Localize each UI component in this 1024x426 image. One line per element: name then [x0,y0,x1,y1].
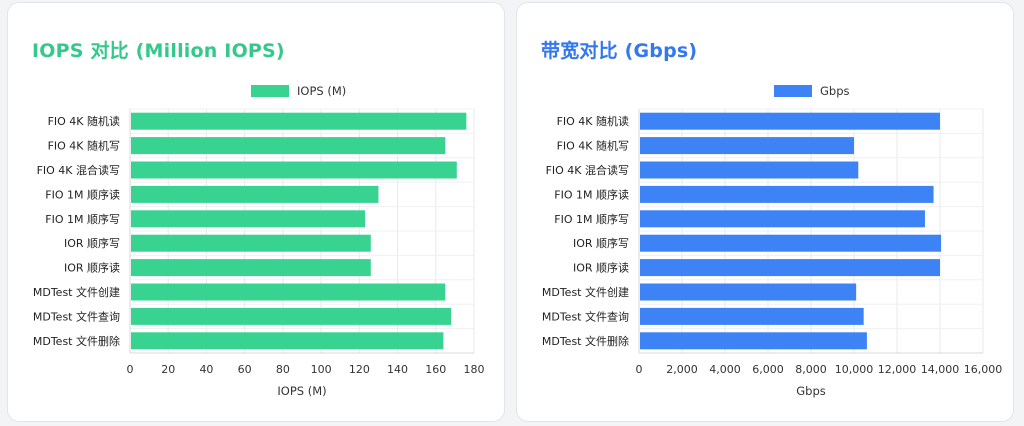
bandwidth-legend: Gbps [774,84,850,98]
bandwidth-category-label: FIO 4K 随机写 [557,139,629,153]
bandwidth-category-label: MDTest 文件删除 [542,334,629,348]
bandwidth-bar [640,112,940,130]
iops-x-tick-label: 80 [276,363,290,376]
iops-x-tick-label: 40 [199,363,213,376]
iops-bar-chart: FIO 4K 随机读 FIO 4K 随机写 FIO 4K 混合读写 FIO 1M 顺序… [33,84,485,398]
bandwidth-bar [640,137,854,155]
iops-x-tick-label: 120 [349,363,370,376]
iops-category-label: FIO 4K 随机读 [48,114,120,128]
bandwidth-chart-title: 带宽对比 (Gbps) [541,40,698,62]
iops-x-tick-label: 100 [311,363,332,376]
iops-chart-panel: IOPS 对比 (Million IOPS) FIO 4K 随机读 FIO 4K … [7,2,505,422]
iops-x-tick-label: 180 [464,363,485,376]
bandwidth-category-label: FIO 1M 顺序写 [554,212,629,226]
iops-x-tick-label: 60 [238,363,252,376]
iops-category-label: FIO 4K 随机写 [48,139,120,153]
iops-legend-label: IOPS (M) [297,84,346,98]
iops-bar [131,283,446,301]
iops-x-tick-label: 20 [161,363,175,376]
bandwidth-category-label: FIO 1M 顺序读 [554,187,629,201]
iops-bar [131,259,371,277]
bandwidth-bar [640,307,864,325]
bandwidth-x-tick-label: 12,000 [878,363,917,376]
bandwidth-bar [640,259,940,277]
bandwidth-bar [640,234,942,252]
bandwidth-category-label: FIO 4K 混合读写 [546,163,629,177]
bandwidth-x-tick-label: 10,000 [835,363,874,376]
bandwidth-bar [640,332,867,350]
iops-category-label: FIO 1M 顺序读 [45,187,120,201]
bandwidth-bar [640,185,934,203]
bandwidth-x-axis-title: Gbps [796,384,826,398]
bandwidth-x-tick-label: 4,000 [709,363,741,376]
bandwidth-category-label: MDTest 文件查询 [542,309,629,323]
bandwidth-bar [640,283,857,301]
bandwidth-legend-swatch [774,85,812,97]
iops-bar [131,332,444,350]
iops-x-tick-label: 0 [127,363,134,376]
iops-category-label: MDTest 文件删除 [33,334,120,348]
iops-bar [131,210,366,228]
bandwidth-x-tick-label: 14,000 [921,363,960,376]
iops-legend-swatch [251,85,289,97]
bandwidth-x-tick-label: 2,000 [666,363,698,376]
iops-bar [131,185,379,203]
bandwidth-x-tick-label: 8,000 [795,363,827,376]
iops-x-axis-title: IOPS (M) [277,384,326,398]
iops-bar [131,112,467,130]
bandwidth-x-tick-label: 6,000 [752,363,784,376]
bandwidth-category-label: FIO 4K 随机读 [557,114,629,128]
iops-legend: IOPS (M) [251,84,346,98]
bandwidth-bar-chart: FIO 4K 随机读 FIO 4K 随机写 FIO 4K 混合读写 FIO 1M 顺序… [542,84,1003,398]
iops-chart-title: IOPS 对比 (Million IOPS) [32,40,285,62]
bandwidth-x-tick-label: 16,000 [964,363,1003,376]
bandwidth-legend-label: Gbps [820,84,850,98]
iops-bar [131,307,452,325]
bandwidth-category-label: MDTest 文件创建 [542,285,629,299]
iops-x-tick-label: 160 [425,363,446,376]
iops-bar [131,161,457,179]
iops-bar [131,137,446,155]
iops-category-label: FIO 1M 顺序写 [45,212,120,226]
bandwidth-bar [640,210,925,228]
bandwidth-category-label: IOR 顺序读 [573,261,629,275]
iops-category-label: IOR 顺序写 [64,236,120,250]
bandwidth-chart-panel: 带宽对比 (Gbps) FIO 4K 随机读 FIO 4K 随机写 FIO 4K 混… [516,2,1014,422]
iops-bar [131,234,371,252]
bandwidth-category-label: IOR 顺序写 [573,236,629,250]
iops-category-label: FIO 4K 混合读写 [37,163,120,177]
bandwidth-bar [640,161,859,179]
bandwidth-x-tick-label: 0 [636,363,643,376]
iops-category-label: MDTest 文件创建 [33,285,120,299]
iops-category-label: MDTest 文件查询 [33,309,120,323]
iops-x-tick-label: 140 [387,363,408,376]
iops-category-label: IOR 顺序读 [64,261,120,275]
